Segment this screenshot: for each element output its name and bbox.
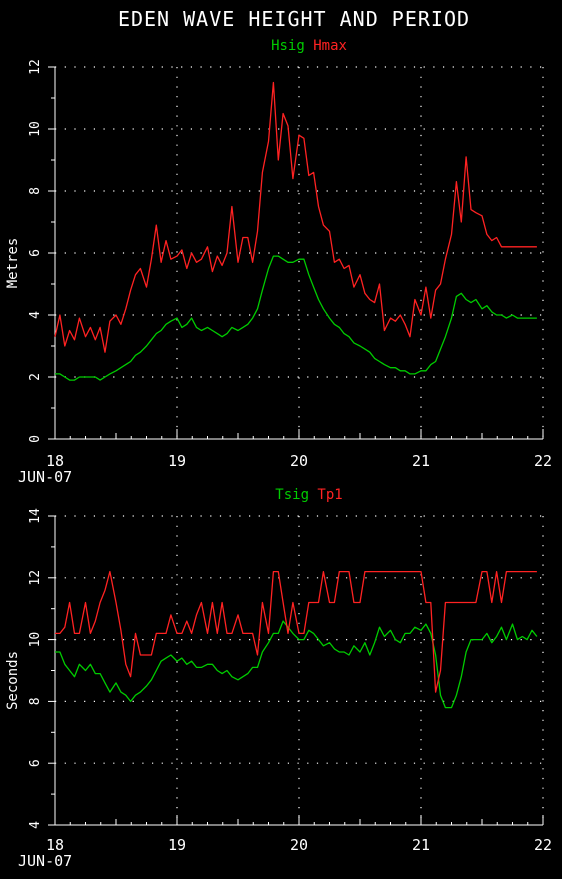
x-tick-label: 21 <box>412 452 430 470</box>
x-tick-label: 19 <box>168 452 186 470</box>
x-tick-label: 19 <box>168 836 186 854</box>
y-tick-label: 12 <box>28 570 43 586</box>
y-tick-label: 8 <box>28 187 43 195</box>
y-tick-label: 10 <box>28 121 43 137</box>
x-tick-label: 22 <box>534 452 552 470</box>
x-tick-label: 20 <box>290 452 308 470</box>
y-tick-label: 6 <box>28 759 43 767</box>
legend: Hsig Hmax <box>271 38 347 54</box>
series-line-hmax <box>54 81 537 353</box>
legend-entry-hsig: Hsig <box>271 38 305 54</box>
wave-period-chart: Tsig Tp1 4 6 8 10 12 14 18 19 20 21 22 JUN-07 Seconds <box>5 487 552 870</box>
legend: Tsig Tp1 <box>275 487 342 503</box>
y-axis-label: Seconds <box>5 651 21 710</box>
chart-title: EDEN WAVE HEIGHT AND PERIOD <box>118 7 470 31</box>
x-tick-label: 20 <box>290 836 308 854</box>
x-tick-label: 18 <box>46 452 64 470</box>
y-tick-label: 0 <box>28 435 43 443</box>
x-tick-label: 21 <box>412 836 430 854</box>
y-tick-label: 12 <box>28 59 43 75</box>
y-tick-label: 14 <box>28 508 43 524</box>
x-axis-label: JUN-07 <box>18 852 72 870</box>
y-tick-label: 4 <box>28 821 43 829</box>
x-tick-label: 18 <box>46 836 64 854</box>
series-line-hsig <box>55 255 537 381</box>
y-tick-label: 10 <box>28 632 43 648</box>
series-line-tsig <box>55 620 538 709</box>
x-tick-label: 22 <box>534 836 552 854</box>
y-tick-label: 2 <box>28 373 43 381</box>
wave-height-chart: Hsig Hmax 0 2 4 6 8 10 12 18 19 20 21 22 JUN-07 Metres <box>5 38 552 486</box>
legend-entry-tsig: Tsig <box>275 487 309 503</box>
y-axis-label: Metres <box>5 238 21 289</box>
y-tick-label: 6 <box>28 249 43 257</box>
legend-entry-tp1: Tp1 <box>309 487 343 503</box>
series-line-tp1 <box>55 570 537 693</box>
legend-entry-hmax: Hmax <box>305 38 347 54</box>
y-tick-label: 4 <box>28 311 43 319</box>
x-axis-label: JUN-07 <box>18 468 72 486</box>
y-tick-label: 8 <box>28 697 43 705</box>
